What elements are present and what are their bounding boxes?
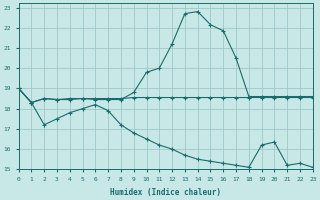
X-axis label: Humidex (Indice chaleur): Humidex (Indice chaleur) <box>110 188 221 197</box>
